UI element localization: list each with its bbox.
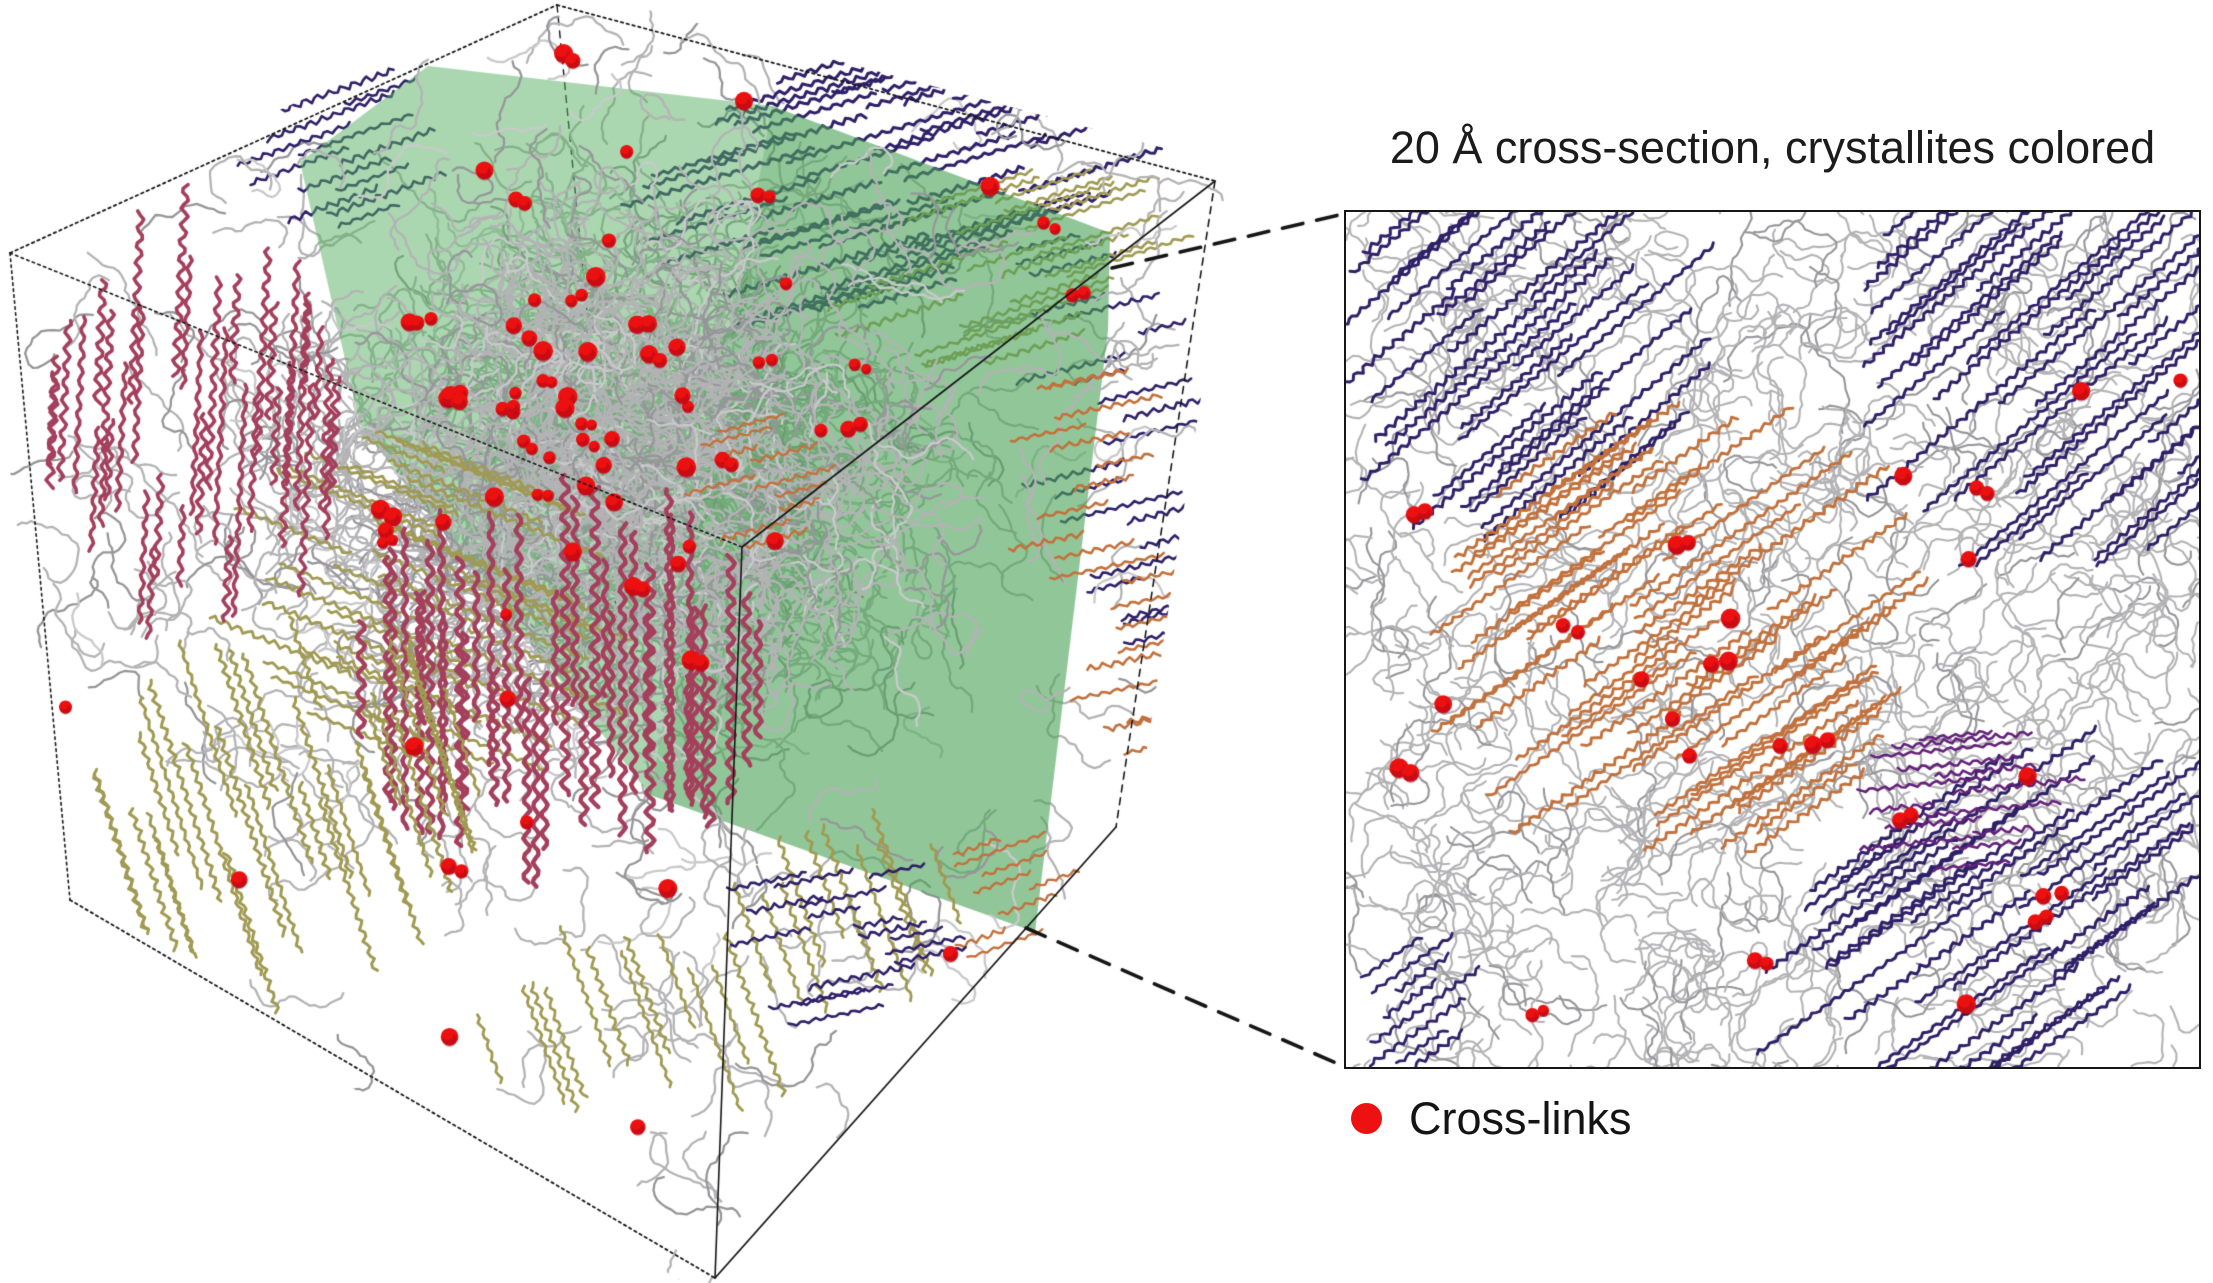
cross-section-render [1346,212,2199,1067]
simulation-box-render [0,0,1345,1283]
crosslink-marker-icon [1351,1103,1382,1134]
crosslinks-legend: Cross-links [1351,1096,1632,1141]
cross-section-title: 20 Å cross-section, crystallites colored [1389,122,2156,173]
crosslink-legend-label: Cross-links [1409,1093,1632,1144]
cross-section-panel [1344,210,2201,1069]
